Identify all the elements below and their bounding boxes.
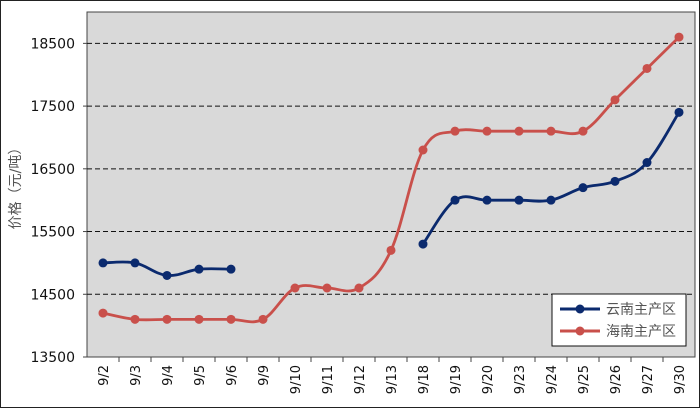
y-tick-label: 18500 [30,36,75,52]
x-tick-label: 9/24 [545,365,560,394]
data-point [226,264,236,274]
x-tick-label: 9/13 [385,365,400,394]
legend-label: 云南主产区 [606,302,676,318]
data-point [418,239,428,249]
data-point [642,63,652,73]
legend-box [551,293,687,347]
data-point [450,126,460,136]
x-tick-label: 9/9 [257,365,272,386]
data-point [354,283,364,293]
series-1 [98,32,684,324]
data-point [578,183,588,193]
data-point [98,308,108,318]
data-point [514,195,524,205]
data-point [610,95,620,105]
y-tick-label: 16500 [30,162,75,178]
y-tick-label: 17500 [30,99,75,115]
data-point [418,145,428,155]
y-axis-label: 价格（元/吨） [8,141,24,230]
x-tick-label: 9/20 [481,365,496,394]
data-point [194,314,204,324]
x-tick-label: 9/23 [513,365,528,394]
data-point [194,264,204,274]
data-point [290,283,300,293]
legend-label: 海南主产区 [606,324,676,340]
data-point [130,258,140,268]
data-point [482,195,492,205]
x-tick-label: 9/30 [673,365,688,394]
y-tick-label: 14500 [30,287,75,303]
legend-swatch-marker [575,326,585,336]
x-tick-label: 9/25 [577,365,592,394]
data-point [514,126,524,136]
data-point [226,314,236,324]
data-point [322,283,332,293]
x-tick-label: 9/2 [97,365,112,386]
data-point [610,176,620,186]
x-tick-label: 9/10 [289,365,304,394]
data-point [674,107,684,117]
y-tick-label: 15500 [30,225,75,241]
series-0 [98,107,684,280]
x-tick-label: 9/4 [161,365,176,386]
x-tick-label: 9/19 [449,365,464,394]
data-point [450,195,460,205]
data-point [546,195,556,205]
data-point [162,270,172,280]
data-point [258,314,268,324]
data-point [642,158,652,168]
data-point [130,314,140,324]
data-point [98,258,108,268]
data-point [162,314,172,324]
x-tick-label: 9/6 [225,365,240,386]
data-point [546,126,556,136]
x-tick-label: 9/11 [321,365,336,394]
data-point [482,126,492,136]
legend-swatch-marker [575,304,585,314]
data-point [674,32,684,42]
x-tick-label: 9/12 [353,365,368,394]
y-tick-label: 13500 [30,350,75,366]
x-tick-label: 9/26 [609,365,624,394]
x-tick-label: 9/27 [641,365,656,394]
data-point [578,126,588,136]
x-tick-label: 9/3 [129,365,144,386]
data-point [386,245,396,255]
x-tick-label: 9/5 [193,365,208,386]
x-tick-label: 9/18 [417,365,432,394]
